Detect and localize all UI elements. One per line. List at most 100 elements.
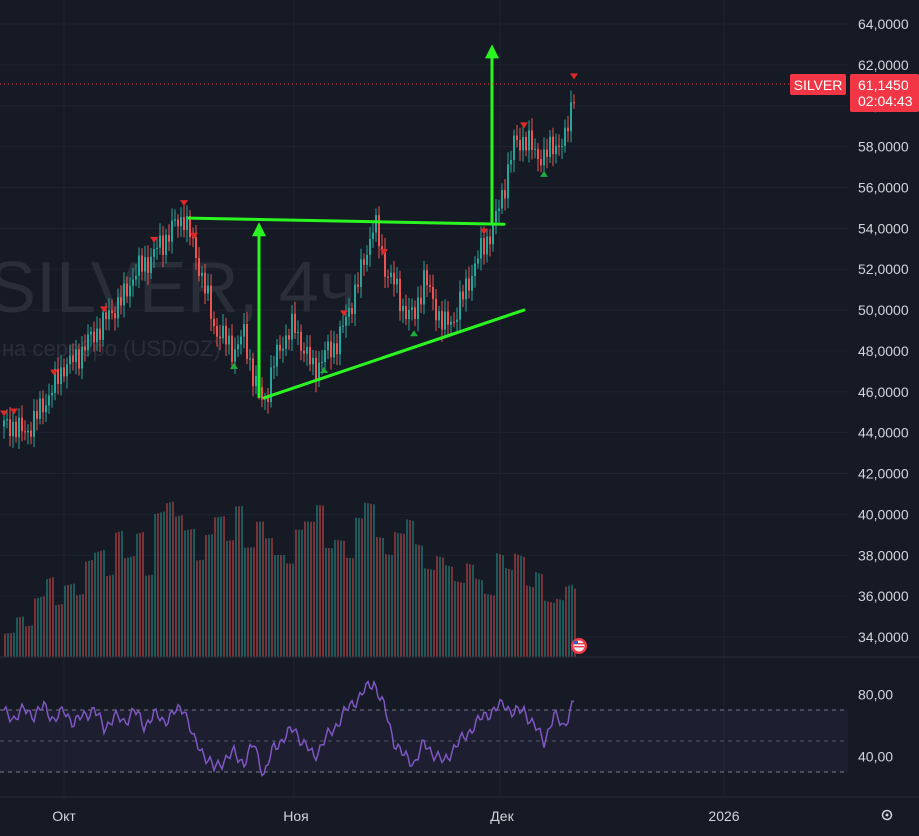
gear-icon[interactable]: [881, 809, 893, 821]
volume-bar: [490, 594, 492, 657]
volume-bar: [364, 502, 366, 657]
volume-bar: [190, 529, 192, 657]
rsi-line: [3, 679, 575, 777]
candle-body: [15, 421, 17, 438]
volume-bar: [376, 536, 378, 657]
volume-bar: [139, 532, 141, 657]
volume-bar: [415, 544, 417, 657]
candle-body: [162, 235, 164, 255]
volume-bar: [151, 574, 153, 657]
candle-body: [543, 149, 545, 166]
volume-bar: [31, 625, 33, 657]
time-tick-label: Окт: [52, 808, 76, 824]
volume-bar: [82, 594, 84, 657]
candle-body: [387, 276, 389, 278]
rsi-axis[interactable]: 40,00 80,00: [858, 687, 893, 765]
candle-body: [471, 276, 473, 291]
sell-signal-marker: [480, 228, 488, 235]
volume-bar: [136, 533, 138, 657]
candle-body: [30, 430, 32, 437]
candle-body: [72, 355, 74, 363]
candle-body: [474, 263, 476, 277]
volume-bar: [241, 506, 243, 657]
volume-bar: [541, 574, 543, 657]
sell-signal-marker: [380, 249, 388, 256]
candle-body: [192, 237, 194, 239]
candle-body: [240, 336, 242, 345]
candle-body: [408, 309, 410, 320]
candle-body: [357, 284, 359, 287]
volume-bar: [40, 597, 42, 657]
candle-body: [378, 215, 380, 247]
candle-body: [492, 223, 494, 245]
candle-body: [33, 410, 35, 437]
volume-bar: [400, 533, 402, 657]
volume-bar: [124, 558, 126, 657]
volume-bar: [61, 604, 63, 657]
sell-signal-marker: [100, 306, 108, 313]
candle-body: [480, 238, 482, 259]
candle-body: [354, 284, 356, 314]
volume-bar: [88, 560, 90, 657]
volume-bar: [484, 593, 486, 657]
volume-bar: [145, 575, 147, 657]
candle-body: [63, 367, 65, 377]
volume-bar: [403, 534, 405, 657]
watermark-description: на серебро (USD/OZ): [2, 336, 221, 361]
candle-body: [435, 298, 437, 321]
candle-body: [21, 417, 23, 432]
volume-bar: [187, 529, 189, 657]
candle-body: [249, 358, 251, 360]
volume-bar: [568, 585, 570, 657]
us-flag-icon[interactable]: [571, 638, 587, 654]
candle-body: [126, 283, 128, 297]
sell-signal-marker: [0, 410, 8, 417]
rsi-tick-label: 40,00: [858, 749, 893, 765]
volume-bar: [133, 556, 135, 657]
candle-body: [90, 331, 92, 335]
candle-body: [285, 335, 287, 349]
time-axis[interactable]: Окт Ноя Дек 2026: [52, 808, 740, 824]
candle-body: [453, 321, 455, 323]
volume-bar: [529, 586, 531, 657]
candle-body: [573, 102, 575, 104]
candle-body: [513, 135, 515, 161]
volume-bar: [424, 568, 426, 657]
volume-bar: [292, 563, 294, 657]
volume-bar: [214, 517, 216, 657]
candle-body: [366, 254, 368, 265]
volume-bar: [172, 501, 174, 657]
candle-body: [417, 297, 419, 320]
volume-bar: [430, 569, 432, 657]
volume-bar: [7, 633, 9, 657]
candle-body: [291, 313, 293, 340]
rsi-pane: [0, 679, 848, 777]
volume-bar: [277, 555, 279, 657]
candle-body: [312, 357, 314, 365]
volume-bar: [394, 532, 396, 657]
candle-body: [135, 275, 137, 280]
volume-bar: [55, 605, 57, 657]
volume-bar: [76, 595, 78, 657]
price-tick-label: 62,0000: [858, 57, 909, 73]
candle-body: [384, 249, 386, 277]
volume-bar: [85, 561, 87, 657]
candle-body: [153, 248, 155, 257]
candle-body: [294, 313, 296, 334]
volume-bar: [46, 579, 48, 657]
volume-bar: [157, 513, 159, 657]
volume-bar: [298, 529, 300, 657]
candle-body: [288, 335, 290, 340]
support-line: [262, 308, 526, 400]
volume-bar: [226, 540, 228, 657]
candle-body: [219, 336, 221, 339]
candle-body: [129, 285, 131, 297]
price-axis[interactable]: 34,0000 36,0000 38,0000 40,0000 42,0000 44,00…: [858, 16, 909, 645]
candle-body: [441, 311, 443, 330]
candle-body: [330, 341, 332, 358]
candle-body: [108, 310, 110, 320]
candle-body: [405, 306, 407, 320]
volume-bar: [337, 540, 339, 657]
candle-body: [486, 236, 488, 255]
